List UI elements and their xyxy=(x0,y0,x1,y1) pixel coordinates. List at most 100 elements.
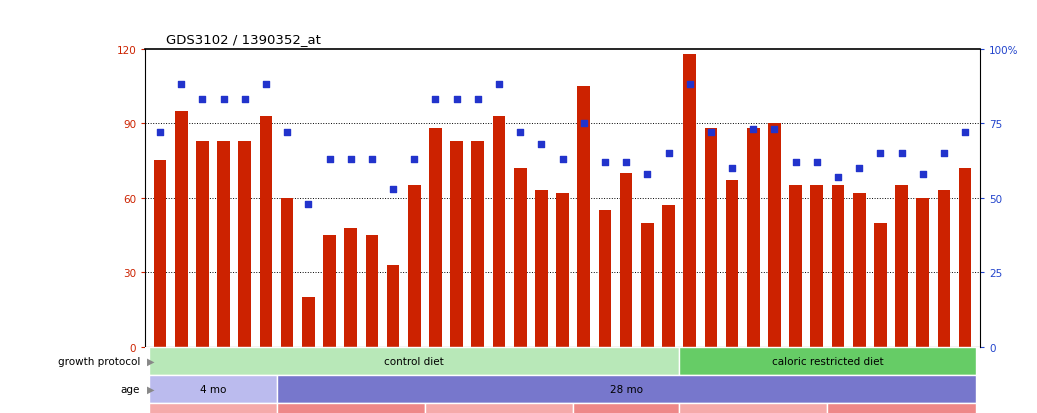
Point xyxy=(173,82,190,88)
Text: white adipose tissue: white adipose tissue xyxy=(298,412,404,413)
Bar xyxy=(895,186,908,347)
Bar xyxy=(277,403,425,413)
Point xyxy=(405,156,422,163)
Bar xyxy=(149,347,679,375)
Point xyxy=(554,156,570,163)
Point xyxy=(427,97,444,103)
Point xyxy=(279,130,296,136)
Bar xyxy=(917,198,929,347)
Bar xyxy=(344,228,357,347)
Bar xyxy=(704,129,718,347)
Bar xyxy=(514,169,527,347)
Point xyxy=(915,171,931,178)
Point xyxy=(681,82,698,88)
Text: 28 mo: 28 mo xyxy=(610,384,643,394)
Bar xyxy=(828,403,976,413)
Text: white adipose tissue: white adipose tissue xyxy=(848,412,955,413)
Text: control diet: control diet xyxy=(385,356,444,366)
Bar xyxy=(175,112,188,347)
Bar xyxy=(683,55,696,347)
Bar xyxy=(153,161,166,347)
Text: GDS3102 / 1390352_at: GDS3102 / 1390352_at xyxy=(166,33,320,45)
Bar xyxy=(663,206,675,347)
Bar xyxy=(302,297,314,347)
Point xyxy=(872,150,889,157)
Text: white adipose tissue: white adipose tissue xyxy=(572,412,679,413)
Point xyxy=(300,201,316,207)
Text: caloric restricted diet: caloric restricted diet xyxy=(772,356,884,366)
Bar xyxy=(425,403,573,413)
Point xyxy=(194,97,211,103)
Bar xyxy=(641,223,653,347)
Bar xyxy=(259,116,273,347)
Point xyxy=(766,126,783,133)
Bar xyxy=(387,265,399,347)
Text: ▶: ▶ xyxy=(147,384,155,394)
Point xyxy=(216,97,232,103)
Point xyxy=(703,130,720,136)
Point xyxy=(830,174,846,181)
Bar xyxy=(578,87,590,347)
Point xyxy=(342,156,359,163)
Bar xyxy=(149,403,277,413)
Point xyxy=(533,141,550,148)
Bar xyxy=(217,141,230,347)
Point xyxy=(787,159,804,166)
Text: heart: heart xyxy=(485,412,513,413)
Bar xyxy=(874,223,887,347)
Bar xyxy=(277,375,976,403)
Point xyxy=(364,156,381,163)
Point xyxy=(596,159,613,166)
Point xyxy=(236,97,253,103)
Point xyxy=(470,97,486,103)
Text: growth protocol: growth protocol xyxy=(58,356,140,366)
Point xyxy=(151,130,168,136)
Bar xyxy=(450,141,463,347)
Bar xyxy=(556,193,569,347)
Point xyxy=(893,150,909,157)
Point xyxy=(512,130,529,136)
Point xyxy=(851,165,868,172)
Bar xyxy=(365,235,379,347)
Bar xyxy=(324,235,336,347)
Bar xyxy=(852,193,866,347)
Bar xyxy=(472,141,484,347)
Text: ▶: ▶ xyxy=(147,356,155,366)
Point xyxy=(491,82,507,88)
Bar xyxy=(768,124,781,347)
Bar xyxy=(789,186,802,347)
Text: ▶: ▶ xyxy=(147,412,155,413)
Bar xyxy=(598,211,611,347)
Bar xyxy=(408,186,421,347)
Text: tissue: tissue xyxy=(109,412,140,413)
Point xyxy=(448,97,465,103)
Bar xyxy=(726,181,738,347)
Point xyxy=(618,159,635,166)
Point xyxy=(957,130,974,136)
Point xyxy=(385,186,401,192)
Bar xyxy=(493,116,505,347)
Text: age: age xyxy=(120,384,140,394)
Point xyxy=(935,150,952,157)
Text: heart: heart xyxy=(739,412,767,413)
Point xyxy=(809,159,825,166)
Bar xyxy=(747,129,760,347)
Bar xyxy=(679,347,976,375)
Point xyxy=(321,156,338,163)
Bar xyxy=(679,403,828,413)
Bar xyxy=(832,186,844,347)
Bar xyxy=(535,191,548,347)
Point xyxy=(639,171,655,178)
Point xyxy=(745,126,761,133)
Bar xyxy=(620,173,633,347)
Point xyxy=(661,150,677,157)
Bar xyxy=(937,191,950,347)
Bar xyxy=(811,186,823,347)
Point xyxy=(576,121,592,127)
Bar xyxy=(959,169,972,347)
Bar xyxy=(429,129,442,347)
Bar xyxy=(573,403,679,413)
Text: heart: heart xyxy=(199,412,227,413)
Bar xyxy=(281,198,293,347)
Text: 4 mo: 4 mo xyxy=(200,384,226,394)
